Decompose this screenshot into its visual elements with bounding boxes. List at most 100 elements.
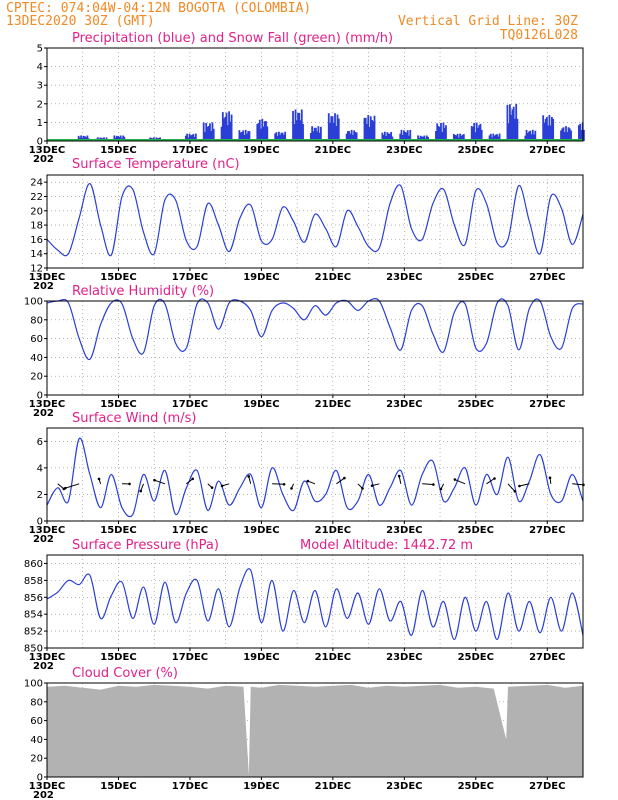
precip-bar (371, 120, 373, 141)
precip-bar (367, 115, 370, 141)
precip-bar (563, 132, 566, 141)
rh-xtick-label: 25DEC (458, 399, 494, 410)
precip-bar (123, 136, 126, 141)
pres-ytick-label: 852 (24, 627, 43, 638)
cloud-ytick-label: 60 (30, 716, 43, 727)
pres-xtick-year: 202 (33, 661, 54, 672)
precip-bar (494, 134, 497, 141)
rh-ytick-label: 0 (37, 391, 43, 402)
wind-arrow-head (439, 487, 443, 491)
temp-panel: Surface Temperature (nC) 12 14 16 18 20 22 24 13… (29, 157, 584, 292)
precip-bar (372, 121, 375, 141)
pres-xtick-label: 17DEC (172, 652, 208, 663)
wind-xtick-label: 13DEC (29, 525, 65, 536)
precip-bar (239, 132, 242, 141)
pres-xtick-label: 15DEC (100, 652, 136, 663)
precip-panel: Precipitation (blue) and Snow Fall (gree… (29, 31, 585, 165)
precip-bar (552, 118, 555, 141)
wind-arrow-head (210, 486, 214, 489)
precip-bar (422, 136, 424, 141)
temp-xtick-label: 13DEC (29, 272, 65, 283)
precip-bar (477, 127, 479, 141)
precip-bar (260, 128, 262, 141)
temp-xtick-label: 25DEC (458, 272, 494, 283)
precip-ytick-label: 4 (37, 62, 43, 73)
precip-bar (353, 130, 356, 141)
precip-bar (348, 131, 351, 141)
wind-arrow (519, 483, 530, 487)
precip-bar (478, 125, 481, 141)
precip-bar (405, 132, 408, 141)
precip-bar (437, 126, 440, 141)
precip-bar (275, 132, 278, 141)
precip-bar (265, 121, 267, 141)
precip-bar (567, 127, 570, 141)
cloud-ytick-label: 40 (30, 735, 43, 746)
wind-arrow-head (220, 484, 224, 488)
temp-frame (46, 174, 584, 269)
precip-bar (119, 135, 122, 141)
precip-bar (192, 133, 195, 141)
wind-arrow-head (453, 478, 457, 481)
wind-ytick-label: 2 (37, 490, 43, 501)
precip-bar (317, 126, 320, 141)
precip-bar (526, 133, 529, 141)
precip-bar (315, 127, 317, 141)
precip-bar (122, 135, 125, 141)
precip-bar (561, 128, 564, 141)
wind-ytick-label: 6 (37, 437, 43, 448)
precip-bar (311, 126, 314, 141)
rh-xtick-label: 13DEC (29, 399, 65, 410)
temp-xtick-label: 15DEC (100, 272, 136, 283)
rh-xtick-label: 19DEC (243, 399, 279, 410)
header-date: 13DEC2020 30Z (GMT) (6, 14, 155, 29)
precip-bar (318, 132, 321, 141)
wind-arrow-head (64, 486, 67, 490)
precip-bar (577, 125, 580, 141)
wind-arrow-head (306, 479, 310, 483)
cloud-xtick-year: 202 (33, 790, 54, 800)
precip-bar (568, 128, 571, 141)
precip-bar (327, 113, 330, 141)
precip-bar (462, 134, 465, 141)
precip-bar (515, 103, 518, 141)
precip-bar (313, 127, 316, 141)
precip-bar (480, 129, 483, 141)
precip-bar (350, 129, 353, 141)
header-location: CPTEC: 074:04W-04:12N BOGOTA (COLOMBIA) (6, 1, 311, 16)
rh-xtick-year: 202 (33, 408, 54, 419)
precip-bar (337, 118, 340, 141)
precip-bar (77, 135, 80, 141)
wind-arrow (398, 475, 402, 484)
wind-arrow-head (191, 477, 194, 481)
precip-bar (113, 135, 116, 141)
rh-xtick-label: 17DEC (172, 399, 208, 410)
precip-bar (551, 117, 553, 141)
pres-xtick-label: 25DEC (458, 652, 494, 663)
precip-bar (383, 131, 386, 141)
wind-arrow-head (397, 474, 401, 478)
precip-bar (230, 114, 233, 141)
cloud-frame (46, 682, 584, 778)
precip-bar (386, 132, 389, 141)
pres-ytick-label: 858 (24, 576, 43, 587)
wind-ytick-label: 0 (37, 517, 43, 528)
rh-xtick-label: 27DEC (529, 399, 565, 410)
pres-ytick-label: 856 (24, 593, 43, 604)
wind-arrow-head (139, 489, 143, 493)
precip-bar (408, 135, 410, 141)
precip-bar (293, 123, 296, 141)
temp-xtick-label: 27DEC (529, 272, 565, 283)
rh-ytick-label: 40 (30, 353, 43, 364)
precip-bar (492, 133, 495, 141)
wind-xtick-label: 27DEC (529, 525, 565, 536)
wind-arrow-head (343, 476, 346, 480)
precip-xtick-label: 25DEC (458, 145, 494, 156)
precip-bar (387, 133, 390, 141)
wind-arrow (507, 483, 516, 492)
wind-series-line (46, 437, 584, 518)
precip-bar (212, 128, 215, 141)
precip-bar (489, 133, 492, 141)
precip-bar (202, 122, 205, 141)
precip-bar (274, 133, 277, 141)
